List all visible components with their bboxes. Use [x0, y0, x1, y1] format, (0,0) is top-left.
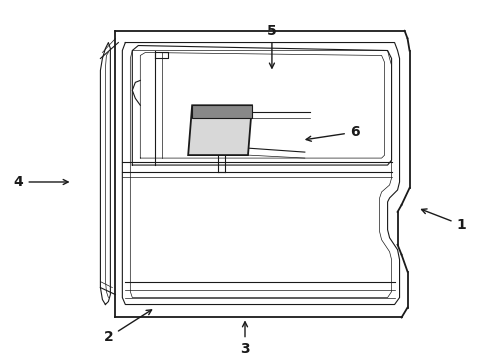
- Text: 1: 1: [421, 209, 466, 232]
- Text: 2: 2: [103, 310, 151, 345]
- Text: 5: 5: [267, 23, 277, 68]
- Text: 4: 4: [14, 175, 68, 189]
- Text: 6: 6: [306, 125, 360, 141]
- Polygon shape: [192, 105, 252, 118]
- Polygon shape: [188, 105, 252, 155]
- Text: 3: 3: [240, 322, 250, 356]
